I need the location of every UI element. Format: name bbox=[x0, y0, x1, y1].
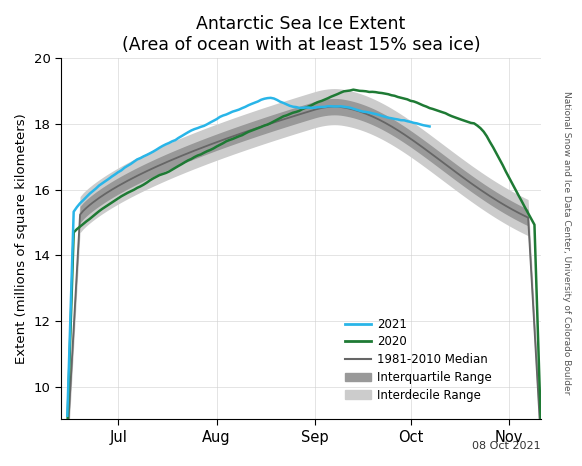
Legend: 2021, 2020, 1981-2010 Median, Interquartile Range, Interdecile Range: 2021, 2020, 1981-2010 Median, Interquart… bbox=[340, 313, 496, 406]
Y-axis label: Extent (millions of square kilometers): Extent (millions of square kilometers) bbox=[15, 113, 28, 364]
Text: 08 Oct 2021: 08 Oct 2021 bbox=[472, 441, 541, 451]
Text: National Snow and Ice Data Center, University of Colorado Boulder: National Snow and Ice Data Center, Unive… bbox=[562, 90, 570, 394]
Title: Antarctic Sea Ice Extent
(Area of ocean with at least 15% sea ice): Antarctic Sea Ice Extent (Area of ocean … bbox=[122, 15, 480, 54]
